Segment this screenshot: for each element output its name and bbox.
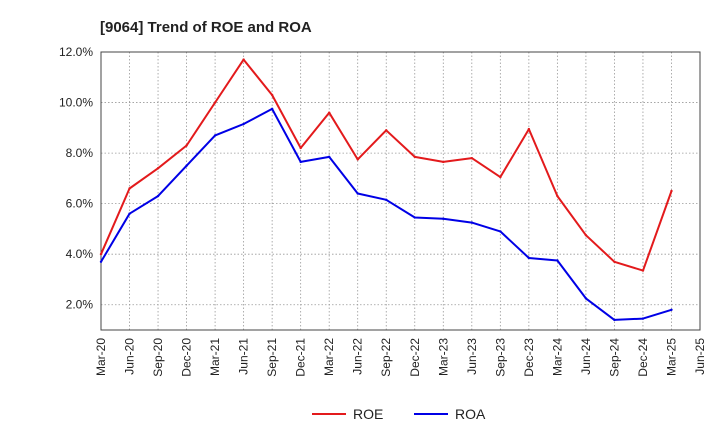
x-tick-label: Mar-25 [664,338,678,376]
legend: ROE ROA [312,406,486,422]
data-point-roe [356,158,359,161]
grid [100,51,701,330]
data-point-roa [99,260,103,263]
data-point-roa [442,217,445,220]
x-tick-label: Dec-20 [180,338,194,377]
chart-title: [9064] Trend of ROE and ROA [100,19,312,36]
data-point-roe [413,155,416,159]
data-point-roa [613,318,616,322]
data-point-roe [556,194,559,198]
data-point-roe [499,175,502,179]
data-point-roa [128,212,131,215]
plot-area [101,52,700,330]
data-point-roa [470,221,474,224]
data-point-roe [442,160,445,164]
x-tick-label: Dec-21 [294,338,308,377]
data-point-roe [242,58,245,61]
data-point-roa [413,216,416,219]
x-tick-label: Mar-24 [550,338,564,376]
x-tick-label: Dec-23 [522,338,536,377]
x-tick-label: Jun-23 [465,338,479,375]
data-point-roe [470,156,474,160]
data-point-roa [299,160,302,164]
legend-label-roe: ROE [353,406,383,422]
x-tick-label: Sep-24 [607,338,621,377]
x-tick-label: Jun-20 [123,338,137,375]
plot-frame [100,51,701,331]
data-point-roe [185,144,188,147]
x-tick-label: Mar-21 [208,338,222,376]
series-lines [99,58,673,322]
data-point-roe [641,269,645,272]
x-tick-label: Mar-23 [436,338,450,376]
data-point-roa [356,192,359,195]
data-point-roe [527,127,531,131]
x-tick-label: Dec-24 [636,338,650,377]
y-tick-label: 12.0% [59,45,93,59]
data-point-roe [613,260,616,263]
x-tick-label: Jun-21 [237,338,251,375]
x-tick-label: Mar-22 [322,338,336,376]
x-tick-label: Jun-24 [579,338,593,375]
data-point-roa [213,134,217,137]
data-point-roe [99,252,103,256]
axes: 2.0% 4.0% 6.0% 8.0% 10.0% 12.0% Mar-20 Jun-20 Se… [59,45,707,377]
y-tick-label: 8.0% [66,146,94,160]
y-tick-label: 10.0% [59,96,93,110]
data-point-roe [584,234,588,237]
data-point-roe [156,167,160,170]
data-point-roa [327,155,331,159]
x-tick-label: Mar-20 [94,338,108,376]
x-tick-label: Jun-22 [351,338,365,375]
data-point-roe [128,187,131,190]
data-point-roa [385,198,388,202]
data-point-roa [556,259,559,262]
data-point-roe [327,111,331,114]
x-tick-label: Sep-22 [379,338,393,377]
data-point-roe [670,189,673,193]
y-tick-label: 4.0% [66,247,94,261]
data-point-roa [156,194,160,198]
data-point-roa [527,256,531,260]
x-tick-label: Sep-23 [493,338,507,377]
data-point-roa [270,107,274,111]
data-point-roe [299,146,302,150]
data-point-roa [185,164,188,167]
data-point-roe [270,93,274,97]
x-tick-label: Sep-20 [151,338,165,377]
data-point-roa [670,308,673,311]
data-point-roa [641,317,645,320]
data-point-roa [242,122,245,126]
x-tick-label: Sep-21 [265,338,279,377]
y-tick-label: 6.0% [66,197,94,211]
legend-label-roa: ROA [455,406,486,422]
data-point-roa [499,230,502,233]
y-tick-label: 2.0% [66,298,94,312]
data-point-roe [213,101,217,104]
data-point-roe [385,129,388,132]
data-point-roa [584,297,588,300]
x-tick-label: Dec-22 [408,338,422,377]
x-tick-label: Jun-25 [693,338,707,375]
